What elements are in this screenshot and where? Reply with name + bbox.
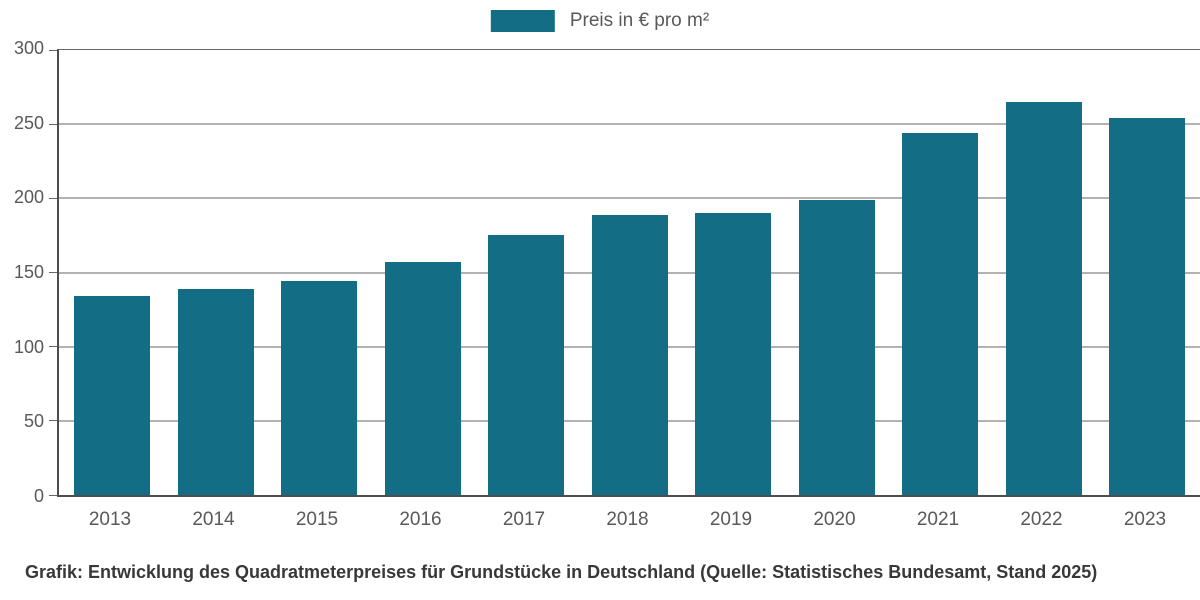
gridline-200 (59, 197, 1200, 199)
bar-2022 (1005, 101, 1082, 495)
y-tick-0 (49, 494, 57, 496)
x-tick-label-2016: 2016 (399, 509, 442, 530)
bar-2017 (488, 235, 564, 495)
y-tick-200 (49, 197, 57, 199)
y-axis: 0 50 100 150 200 250 300 (0, 39, 46, 505)
legend: Preis in € pro m² (490, 10, 710, 32)
legend-label: Preis in € pro m² (569, 10, 710, 31)
x-tick-label-2017: 2017 (502, 509, 546, 530)
chart-caption: Grafik: Entwicklung des Quadratmeterprei… (25, 562, 1098, 582)
x-tick-label-2021: 2021 (916, 509, 960, 530)
y-tick-label-50: 50 (23, 411, 44, 432)
bar-2020 (798, 199, 875, 495)
y-tick-300 (49, 49, 57, 51)
y-tick-250 (49, 123, 57, 125)
x-tick-label-2020: 2020 (813, 509, 856, 530)
bar-2015 (281, 281, 357, 495)
x-tick-label-2022: 2022 (1020, 509, 1063, 530)
y-tick-100 (49, 346, 57, 348)
gridline-250 (59, 123, 1200, 125)
y-tick-label-200: 200 (13, 187, 44, 208)
legend-swatch (490, 10, 555, 32)
x-axis: 2013 2014 2015 2016 2017 2018 2019 2020 2021 2022… (57, 509, 1200, 539)
bar-2013 (74, 296, 150, 495)
y-tick-150 (49, 272, 57, 273)
y-tick-50 (49, 420, 57, 422)
y-tick-label-250: 250 (13, 112, 44, 133)
bar-2023 (1109, 118, 1185, 495)
x-tick-label-2014: 2014 (192, 509, 235, 530)
bar-2021 (902, 133, 978, 495)
y-tick-label-300: 300 (13, 38, 44, 58)
y-tick-label-150: 150 (13, 262, 44, 282)
bar-2016 (384, 262, 461, 495)
bar-2014 (177, 288, 254, 495)
x-tick-label-2019: 2019 (709, 509, 753, 530)
x-tick-label-2015: 2015 (295, 509, 339, 530)
y-tick-label-100: 100 (13, 336, 44, 357)
bar-2018 (591, 214, 668, 495)
x-tick-label-2013: 2013 (88, 509, 132, 530)
x-tick-label-2018: 2018 (606, 509, 649, 530)
bar-2019 (695, 213, 771, 495)
chart-plot (49, 49, 1200, 497)
x-tick-label-2023: 2023 (1123, 509, 1167, 530)
y-tick-label-0: 0 (33, 486, 44, 506)
